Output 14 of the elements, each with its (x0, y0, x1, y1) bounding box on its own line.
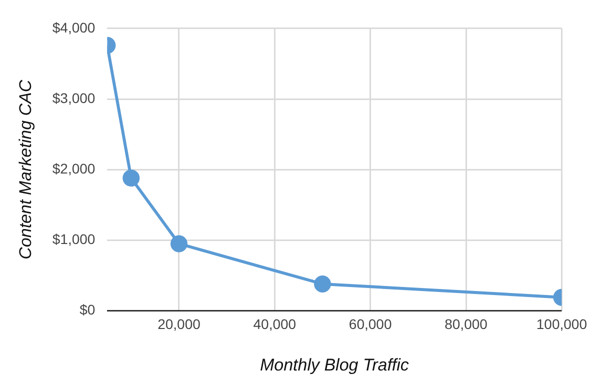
point (170, 235, 188, 252)
y-tick-label: $2,000 (52, 160, 96, 176)
y-axis-title: Content Marketing CAC (16, 79, 35, 260)
point (122, 170, 140, 187)
y-tick-label: $0 (80, 302, 96, 318)
x-tick-label: 60,000 (348, 316, 392, 332)
y-tick-label: $4,000 (52, 19, 96, 36)
x-tick-label: 100,000 (536, 316, 588, 332)
y-tick-label: $3,000 (52, 90, 96, 106)
y-tick-label: $1,000 (52, 231, 96, 248)
x-tick-label: 80,000 (444, 316, 488, 332)
x-tick-label: 40,000 (253, 316, 296, 332)
x-axis-title: Monthly Blog Traffic (260, 356, 410, 375)
x-tick-label: 20,000 (158, 316, 201, 332)
